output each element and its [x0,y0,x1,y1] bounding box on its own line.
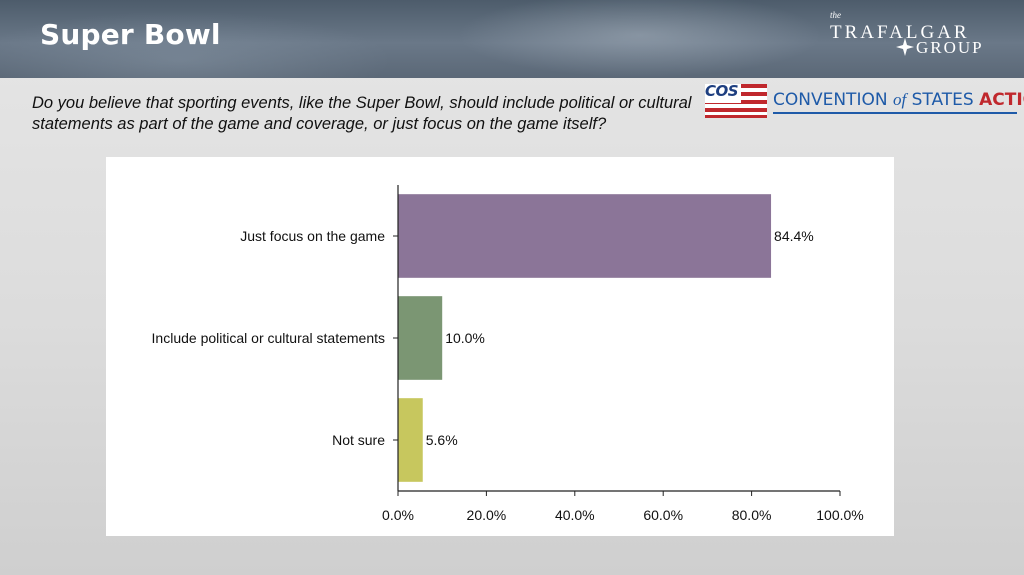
brand-small-text: the [830,10,841,20]
flag-stripes-icon [705,84,767,118]
cos-full-name: CONVENTION of STATES ACTION [773,90,1024,110]
trafalgar-group-logo: the TRAFALGAR GROUP [826,10,996,68]
bar-1 [398,296,443,380]
x-tick-label-3: 60.0% [643,507,683,523]
category-label-0: Just focus on the game [240,228,385,244]
x-tick-label-5: 100.0% [816,507,863,523]
cos-action-logo: COS CONVENTION of STATES ACTION [705,82,1024,120]
bar-0 [398,194,772,278]
category-label-1: Include political or cultural statements [152,330,385,346]
x-tick-label-2: 40.0% [555,507,595,523]
brand-name-line1: TRAFALGAR [830,22,970,43]
bar-2 [398,398,423,482]
category-label-2: Not sure [332,432,385,448]
x-tick-label-4: 80.0% [732,507,772,523]
cos-underline [773,112,1017,114]
chart-panel: Just focus on the game 84.4% Include polit… [106,157,894,536]
header-banner: Super Bowl the TRAFALGAR GROUP [0,0,1024,78]
cos-abbreviation: COS [705,82,739,100]
value-label-1: 10.0% [445,330,485,346]
brand-name-line2: GROUP [916,38,984,57]
x-tick-label-1: 20.0% [467,507,507,523]
survey-question: Do you believe that sporting events, lik… [32,94,692,133]
x-tick-label-0: 0.0% [382,507,414,523]
value-label-0: 84.4% [774,228,814,244]
compass-star-icon [896,38,914,56]
slide-title: Super Bowl [40,18,221,51]
value-label-2: 5.6% [426,432,458,448]
bar-chart: Just focus on the game 84.4% Include polit… [152,185,864,523]
